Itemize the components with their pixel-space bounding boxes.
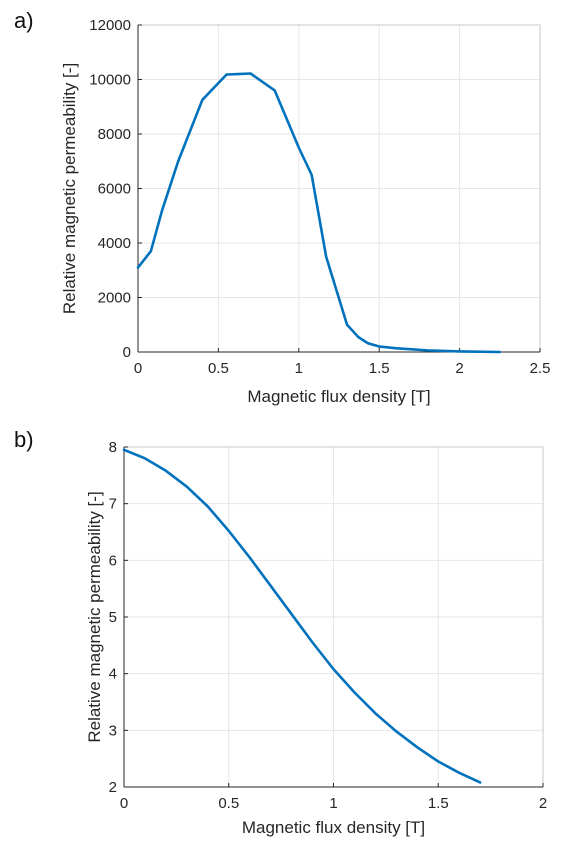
y-tick-label-a-3: 6000 [98, 181, 131, 198]
x-tick-label-a-3: 1.5 [369, 360, 390, 377]
x-tick-label-b-2: 1 [329, 795, 337, 812]
y-tick-label-b-4: 6 [109, 552, 117, 569]
x-tick-label-b-0: 0 [120, 795, 128, 812]
x-tick-label-a-4: 2 [455, 360, 463, 377]
series-line-a-0 [136, 72, 502, 354]
y-tick-label-b-1: 3 [109, 722, 117, 739]
panel-label-a: a) [14, 8, 34, 33]
y-tick-label-b-0: 2 [109, 779, 117, 796]
y-tick-label-a-4: 8000 [98, 126, 131, 143]
x-tick-label-a-2: 1 [295, 360, 303, 377]
y-axis-label-a: Relative magnetic permeability [-] [60, 63, 79, 314]
y-axis-label-b: Relative magnetic permeability [-] [85, 491, 104, 742]
y-tick-label-a-5: 10000 [89, 72, 131, 89]
panel-label-b: b) [14, 427, 34, 452]
chart-b: 0 0.5 1 1.5 2 2 3 4 5 6 7 8 Magnetic flux density [T… [14, 427, 547, 837]
y-tick-label-b-3: 5 [109, 609, 117, 626]
x-tick-label-b-1: 0.5 [218, 795, 239, 812]
x-tick-label-b-4: 2 [539, 795, 547, 812]
x-tick-label-a-1: 0.5 [208, 360, 229, 377]
y-tick-label-b-2: 4 [109, 666, 117, 683]
series-line-b-0 [122, 448, 482, 784]
x-axis-label-a: Magnetic flux density [T] [247, 387, 430, 406]
chart-a: 0 0.5 1 1.5 2 2.5 0 2000 4000 6000 8000 10000 12000 M… [14, 8, 550, 406]
x-axis-label-b: Magnetic flux density [T] [242, 818, 425, 837]
y-tick-label-a-6: 12000 [89, 17, 131, 34]
y-tick-label-a-0: 0 [123, 344, 131, 361]
y-tick-label-a-1: 2000 [98, 290, 131, 307]
x-tick-label-a-0: 0 [134, 360, 142, 377]
x-tick-label-b-3: 1.5 [428, 795, 449, 812]
y-tick-label-b-5: 7 [109, 496, 117, 513]
x-tick-label-a-5: 2.5 [530, 360, 551, 377]
y-tick-label-a-2: 4000 [98, 235, 131, 252]
y-tick-label-b-6: 8 [109, 439, 117, 456]
